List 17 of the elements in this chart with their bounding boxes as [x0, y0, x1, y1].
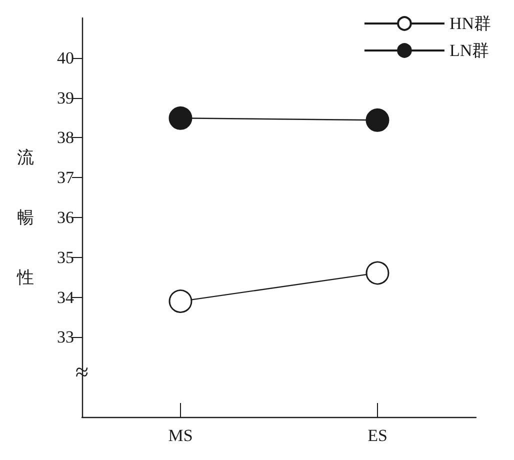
y-tick-label: 40: [57, 48, 74, 68]
legend-label: LN群: [449, 41, 490, 60]
y-tick-label: 36: [57, 208, 74, 227]
y-tick-label: 33: [57, 328, 74, 347]
point: [366, 261, 390, 285]
point: [168, 290, 192, 314]
point: [366, 108, 390, 132]
x-tick-label: ES: [368, 426, 388, 445]
legend-label: HN群: [449, 14, 492, 33]
point: [168, 106, 192, 130]
text: 流暢性: [17, 148, 34, 287]
x-tick-label: MS: [168, 426, 193, 445]
y-tick-label: 39: [57, 88, 74, 108]
y-tick-label: 37: [57, 168, 74, 188]
y-tick-label: 38: [57, 128, 74, 148]
y-tick-label: 34: [57, 288, 74, 307]
y-tick-label: 35: [57, 248, 74, 267]
